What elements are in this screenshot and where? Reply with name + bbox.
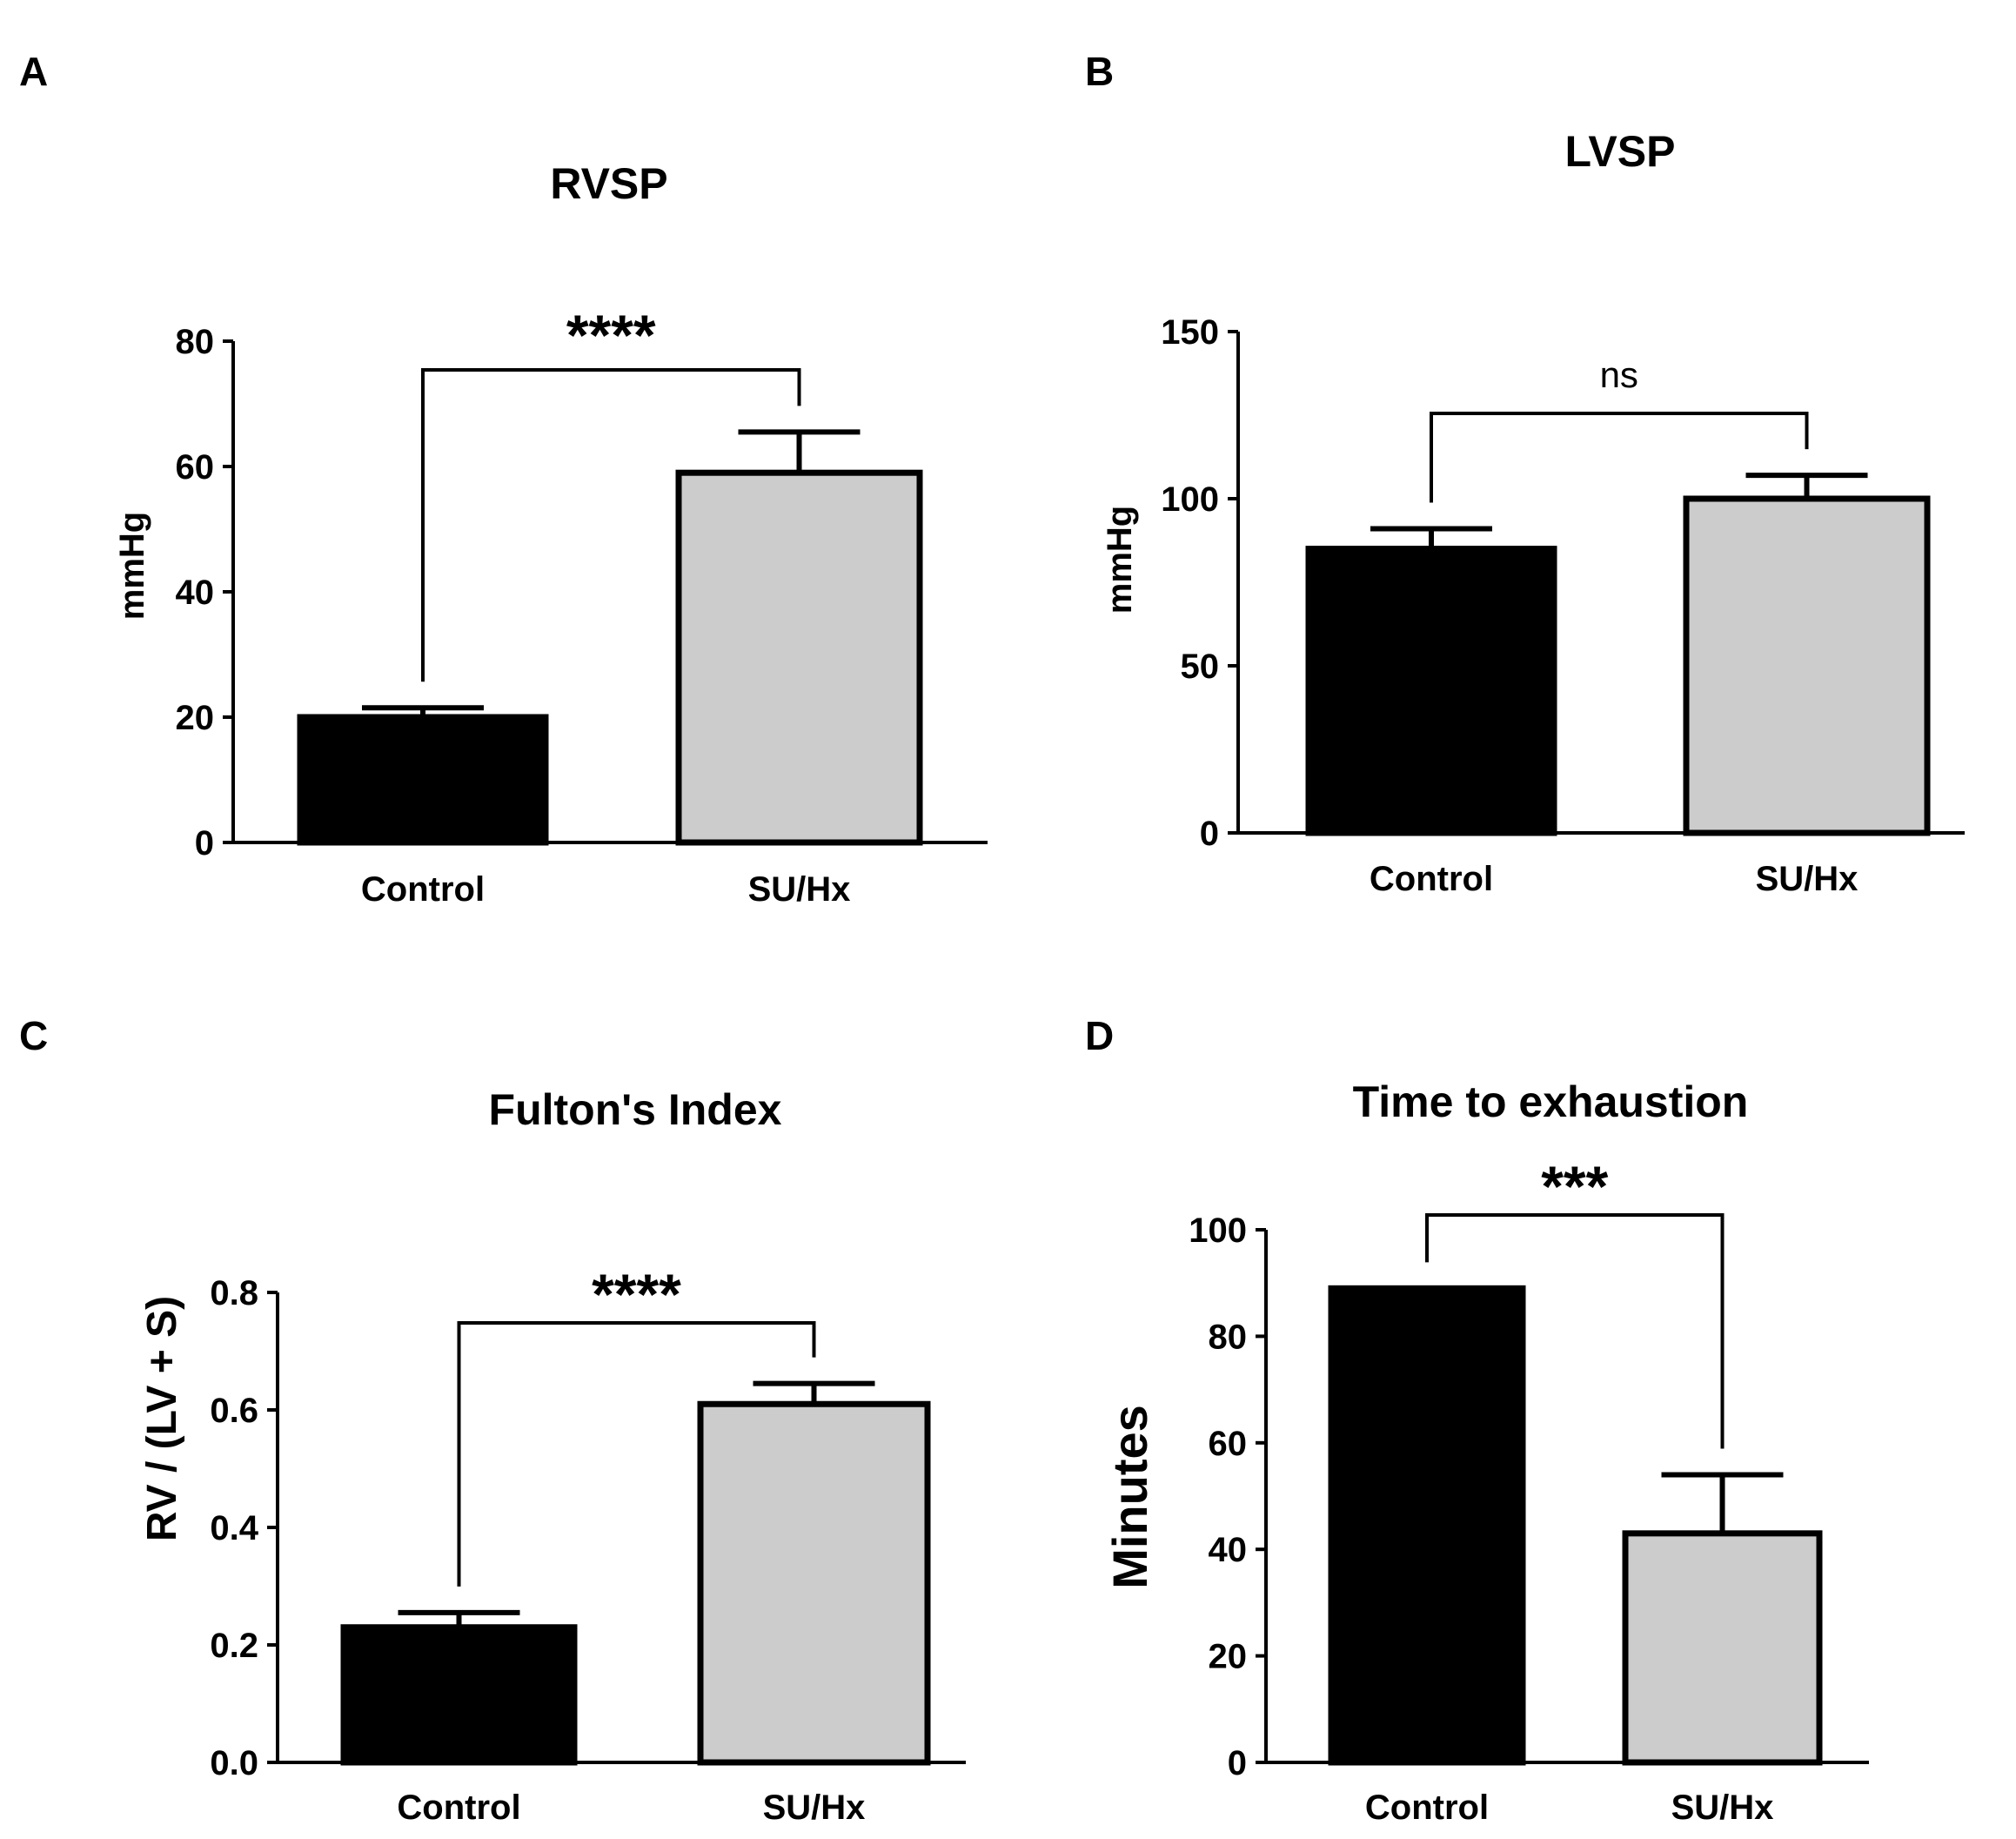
y-tick-label: 100	[1189, 1211, 1247, 1250]
y-axis-label: RV / (LV + S)	[139, 1296, 185, 1541]
y-tick-label: 150	[1161, 313, 1219, 352]
chart-title: RVSP	[550, 159, 667, 208]
panel-letter: D	[1085, 1013, 1114, 1058]
y-tick-label: 60	[176, 448, 215, 487]
y-tick-label: 0.6	[210, 1392, 258, 1430]
bar-control	[297, 714, 549, 846]
significance-label: ****	[592, 1262, 681, 1326]
y-tick-label: 60	[1209, 1425, 1248, 1463]
x-category-label: Control	[397, 1789, 520, 1827]
significance-bracket	[457, 1321, 816, 1587]
y-tick-label: 20	[176, 699, 215, 737]
bar-control	[340, 1624, 578, 1766]
y-tick-label: 0	[1200, 815, 1219, 853]
bar-control	[1305, 546, 1557, 836]
panel-a: A RVSP mmHg 0 20 40 60 80 Control SU/Hx ****	[19, 49, 988, 909]
y-axis-label: Minutes	[1102, 1405, 1157, 1589]
significance-bracket	[421, 368, 801, 682]
y-tick-label: 80	[176, 323, 215, 361]
y-tick-label: 0.4	[210, 1509, 258, 1547]
chart-title: LVSP	[1565, 127, 1676, 176]
panel-letter: B	[1085, 49, 1114, 94]
significance-label: ***	[1541, 1154, 1608, 1218]
panel-d: D Time to exhaustion Minutes 0 20 40 60 80 100 Co…	[1085, 1013, 1869, 1827]
bar-su-hx	[697, 1400, 931, 1766]
y-tick-label: 100	[1161, 480, 1219, 519]
panel-letter: C	[19, 1013, 48, 1058]
panel-letter: A	[19, 49, 48, 94]
x-category-label: SU/Hx	[1756, 860, 1859, 898]
x-category-label: SU/Hx	[748, 870, 851, 909]
bar-su-hx	[1622, 1530, 1823, 1766]
significance-bracket	[1430, 412, 1809, 503]
y-tick-label: 0.2	[210, 1627, 258, 1665]
x-category-label: Control	[1365, 1789, 1489, 1827]
y-tick-label: 40	[1209, 1531, 1248, 1569]
y-tick-label: 0	[195, 824, 214, 862]
x-category-label: SU/Hx	[763, 1789, 866, 1827]
bar-su-hx	[1683, 495, 1931, 836]
y-axis-label: mmHg	[1101, 506, 1139, 614]
y-axis-label: mmHg	[113, 512, 151, 620]
y-tick-label: 0	[1228, 1744, 1247, 1782]
x-category-label: SU/Hx	[1671, 1789, 1774, 1827]
y-tick-label: 80	[1209, 1318, 1248, 1356]
y-tick-label: 20	[1209, 1638, 1248, 1676]
chart-title: Fulton's Index	[489, 1085, 782, 1134]
chart-title: Time to exhaustion	[1353, 1077, 1749, 1126]
panel-c: C Fulton's Index RV / (LV + S) 0.0 0.2 0.4 0.6…	[19, 1013, 966, 1827]
significance-bracket	[1425, 1213, 1725, 1449]
significance-label: ns	[1600, 354, 1638, 395]
bar-su-hx	[675, 469, 923, 846]
y-tick-label: 0.8	[210, 1274, 258, 1312]
y-tick-label: 0.0	[210, 1744, 258, 1782]
bar-control	[1328, 1285, 1526, 1766]
x-category-label: Control	[1370, 860, 1493, 898]
panel-b: B LVSP mmHg 0 50 100 150 Control SU/Hx ns	[1085, 49, 1965, 898]
x-category-label: Control	[361, 870, 485, 909]
significance-label: ****	[566, 303, 656, 367]
y-tick-label: 40	[176, 574, 215, 612]
y-tick-label: 50	[1181, 648, 1220, 686]
